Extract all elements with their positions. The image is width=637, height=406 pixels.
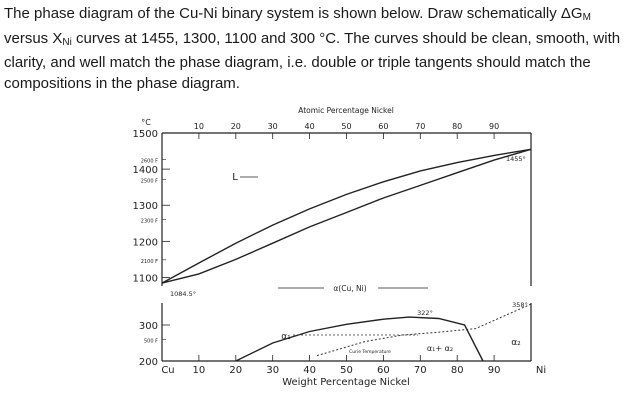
top-tick-label: 80 bbox=[452, 122, 462, 131]
celsius-tick-label: 1500 bbox=[133, 129, 158, 140]
question-part-3: curves at 1455, 1300, 1100 and 300 °C. T… bbox=[4, 29, 621, 92]
phase-diagram-figure: 10 20 30 40 50 60 70 80 90 10 20 30 40 50 60 70 80 90 15… bbox=[118, 103, 552, 406]
bottom-tick-label: 30 bbox=[266, 365, 279, 376]
alpha2-label: α₂ bbox=[511, 338, 521, 348]
top-tick-label: 50 bbox=[341, 122, 351, 131]
celsius-tick-label: 1100 bbox=[133, 273, 158, 284]
bottom-axis-title: Weight Percentage Nickel bbox=[282, 377, 410, 388]
ni-melting-label: 1455° bbox=[506, 155, 526, 163]
bottom-tick-label: 20 bbox=[229, 365, 242, 376]
fahrenheit-tick-label: 2100 F bbox=[141, 259, 158, 265]
top-tick-label: 30 bbox=[268, 122, 278, 131]
bottom-tick-label: 60 bbox=[377, 365, 390, 376]
two-phase-label: α₁+ α₂ bbox=[427, 344, 453, 353]
top-axis-ticks: 10 20 30 40 50 60 70 80 90 bbox=[194, 122, 499, 139]
alpha-phase-label: α(Cu, Ni) bbox=[333, 284, 366, 293]
top-tick-label: 60 bbox=[378, 122, 388, 131]
celsius-unit-label: °C bbox=[141, 118, 151, 127]
bottom-tick-label: 90 bbox=[488, 365, 501, 376]
question-part-1: The phase diagram of the Cu-Ni binary sy… bbox=[4, 5, 583, 22]
left-axis-ticks: 1500 1400 1300 1200 1100 300 200 2600 F 2500 F 23… bbox=[133, 129, 170, 368]
top-tick-label: 20 bbox=[231, 122, 241, 131]
celsius-tick-label: 1200 bbox=[133, 237, 158, 248]
liquidus-curve bbox=[161, 148, 532, 284]
top-tick-label: 10 bbox=[194, 122, 204, 131]
celsius-tick-label: 1400 bbox=[133, 165, 158, 176]
question-part-2: versus X bbox=[4, 29, 63, 47]
magnetic-temperature-label: 358° bbox=[512, 301, 528, 309]
bottom-tick-label: 10 bbox=[193, 365, 206, 376]
top-axis-title: Atomic Percentage Nickel bbox=[298, 106, 394, 115]
question-sub-m: M bbox=[582, 12, 591, 23]
curie-temperature-curve bbox=[316, 303, 532, 357]
curie-temperature-label: Curie Temperature bbox=[349, 349, 391, 355]
fahrenheit-tick-label: 2300 F bbox=[141, 219, 158, 225]
cu-ni-phase-diagram: 10 20 30 40 50 60 70 80 90 10 20 30 40 50 60 70 80 90 15… bbox=[133, 106, 547, 388]
top-tick-label: 40 bbox=[305, 122, 315, 131]
top-tick-label: 90 bbox=[489, 122, 499, 131]
cu-melting-label: 1084.5° bbox=[170, 290, 196, 298]
bottom-axis-ticks: 10 20 30 40 50 60 70 80 90 bbox=[193, 355, 501, 376]
bottom-tick-label: 70 bbox=[414, 365, 427, 376]
celsius-tick-label: 300 bbox=[139, 321, 158, 332]
critical-temperature-label: 322° bbox=[417, 309, 433, 317]
question-text: The phase diagram of the Cu-Ni binary sy… bbox=[4, 4, 629, 94]
top-tick-label: 70 bbox=[415, 122, 425, 131]
celsius-tick-label: 1300 bbox=[133, 201, 158, 212]
alpha1-label: α₁ bbox=[281, 332, 291, 342]
question-sub-ni: Ni bbox=[62, 36, 72, 48]
bottom-tick-label: 40 bbox=[303, 365, 316, 376]
right-end-label: Ni bbox=[536, 365, 546, 376]
bottom-tick-label: 80 bbox=[451, 365, 464, 376]
liquid-label: L bbox=[232, 172, 238, 183]
fahrenheit-tick-label: 2500 F bbox=[141, 179, 158, 185]
left-end-label: Cu bbox=[161, 365, 174, 376]
bottom-tick-label: 50 bbox=[340, 365, 353, 376]
celsius-tick-label: 200 bbox=[139, 357, 158, 368]
fahrenheit-tick-label: 2600 F bbox=[141, 158, 158, 164]
solidus-curve bbox=[161, 148, 532, 284]
fahrenheit-tick-label: 500 F bbox=[144, 338, 158, 344]
miscibility-gap-curve bbox=[235, 316, 484, 362]
